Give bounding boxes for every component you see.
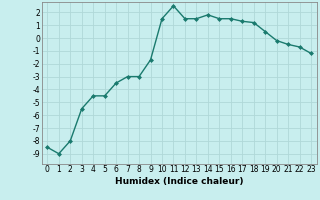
- X-axis label: Humidex (Indice chaleur): Humidex (Indice chaleur): [115, 177, 244, 186]
